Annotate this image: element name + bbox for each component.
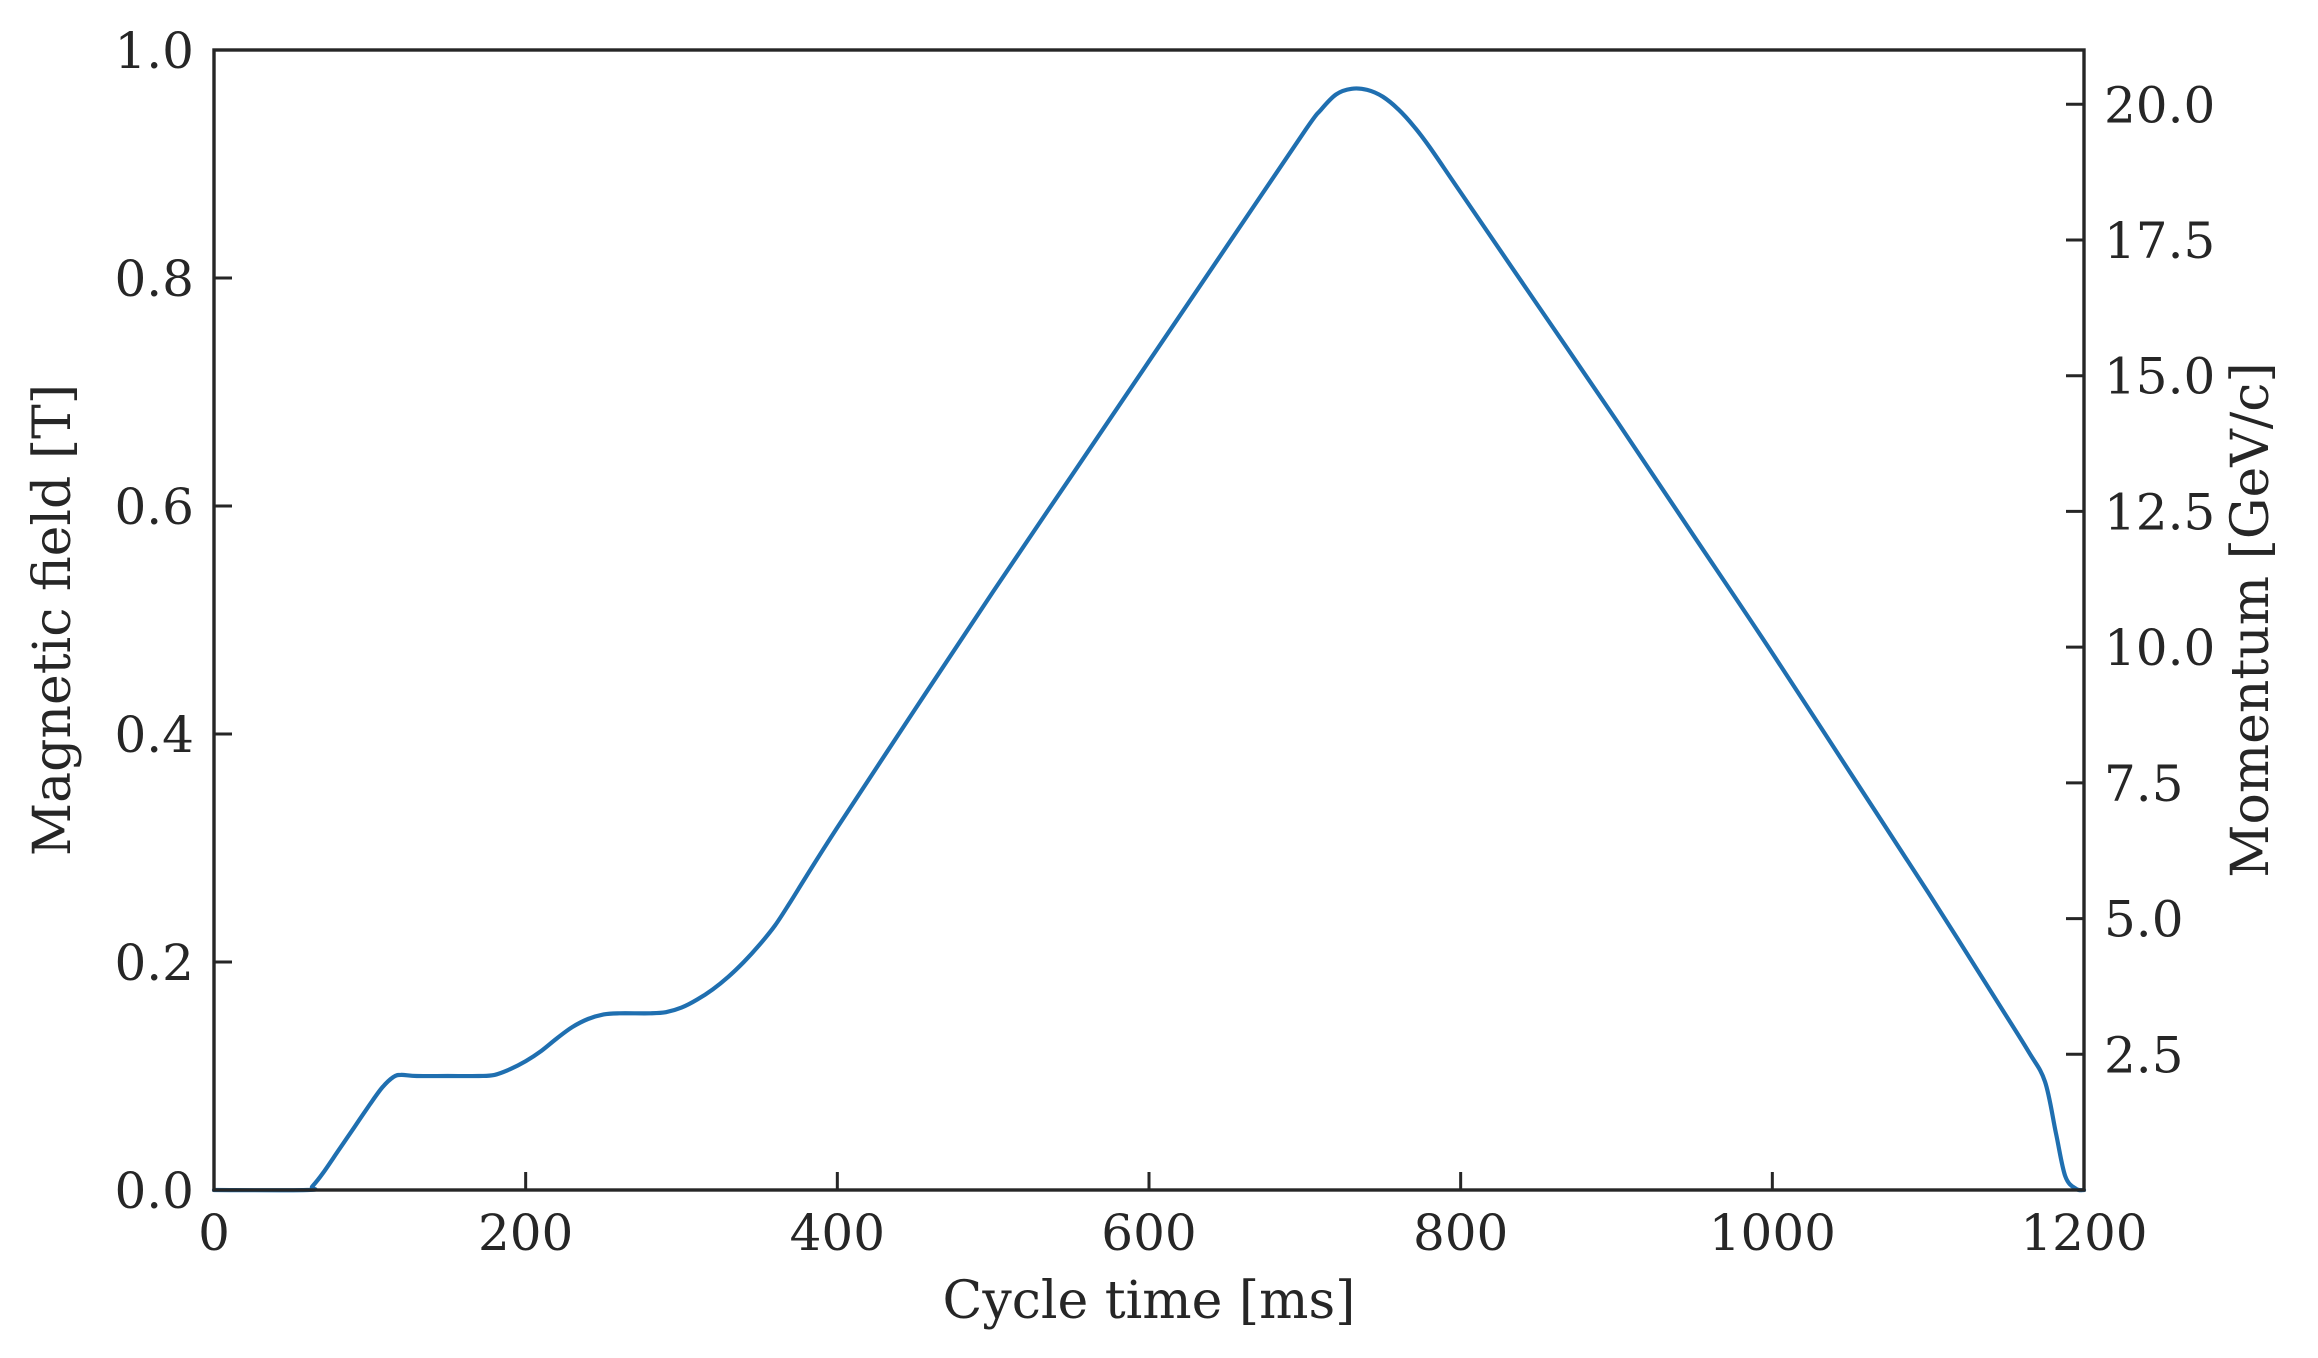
- y-tick-label: 1.0: [114, 22, 194, 80]
- y-tick-label: 0.0: [114, 1162, 194, 1220]
- y2-axis-label: Momentum [GeV/c]: [2221, 362, 2281, 877]
- x-tick-label: 1200: [2020, 1204, 2147, 1262]
- y2-tick-label: 7.5: [2104, 755, 2184, 813]
- y-tick-label: 0.8: [114, 250, 194, 308]
- y2-tick-label: 10.0: [2104, 619, 2215, 677]
- y-tick-label: 0.2: [114, 934, 194, 992]
- x-axis-label: Cycle time [ms]: [943, 1271, 1356, 1331]
- x-tick-label: 200: [478, 1204, 573, 1262]
- x-tick-label: 400: [790, 1204, 885, 1262]
- x-tick-label: 600: [1101, 1204, 1196, 1262]
- y-tick-label: 0.4: [114, 706, 194, 764]
- y2-tick-label: 12.5: [2104, 483, 2215, 541]
- y2-tick-label: 5.0: [2104, 891, 2184, 949]
- x-tick-label: 0: [198, 1204, 230, 1262]
- y2-tick-label: 2.5: [2104, 1026, 2184, 1084]
- y2-tick-label: 20.0: [2104, 76, 2215, 134]
- y2-tick-label: 17.5: [2104, 212, 2215, 270]
- ticks: [212, 48, 2086, 1192]
- x-tick-label: 1000: [1709, 1204, 1836, 1262]
- series-line: [211, 86, 2087, 1193]
- y-axis-label: Magnetic field [T]: [23, 384, 83, 856]
- y2-tick-label: 15.0: [2104, 348, 2215, 406]
- x-tick-label: 800: [1413, 1204, 1508, 1262]
- y-tick-label: 0.6: [114, 478, 194, 536]
- tick-labels: 0 200 400 600 800 1000 1200 0.0 0.2 0.4 0.6 0.8 1.0 2…: [114, 22, 2215, 1262]
- plot-frame: [212, 48, 2086, 1192]
